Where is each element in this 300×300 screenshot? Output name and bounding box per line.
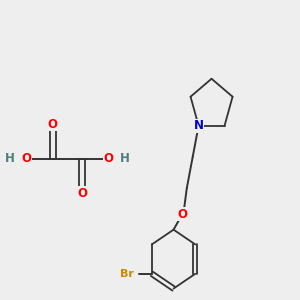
Text: N: N: [194, 119, 204, 132]
Text: H: H: [120, 152, 130, 165]
Text: O: O: [104, 152, 114, 165]
Text: O: O: [21, 152, 31, 165]
Text: H: H: [5, 152, 15, 165]
Text: O: O: [77, 187, 87, 200]
Text: Br: Br: [120, 269, 134, 279]
Text: O: O: [177, 208, 188, 220]
Text: O: O: [48, 118, 58, 130]
